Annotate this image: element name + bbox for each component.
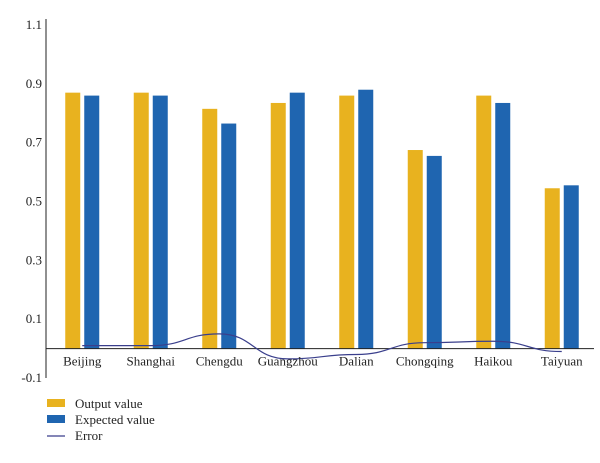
category-label: Taiyuan bbox=[541, 354, 583, 369]
legend-label: Error bbox=[75, 428, 103, 443]
category-labels: Beijing Shanghai Chengdu Guangzhou Dalian Cho… bbox=[63, 354, 583, 369]
output-value-bar-dalian bbox=[339, 95, 355, 349]
output-value-bar-shanghai bbox=[133, 92, 149, 349]
y-axis: 1.1 0.9 0.7 0.5 0.3 0.1 -0.1 bbox=[21, 17, 47, 385]
expected-value-bar-shanghai bbox=[152, 95, 168, 349]
category-label: Chengdu bbox=[196, 354, 243, 369]
bars bbox=[65, 89, 579, 349]
output-value-bar-taiyuan bbox=[544, 188, 560, 349]
output-value-bar-chengdu bbox=[202, 108, 218, 349]
expected-value-bar-haikou bbox=[495, 102, 511, 349]
y-tick-label: -0.1 bbox=[21, 370, 42, 385]
y-tick-label: 0.5 bbox=[26, 194, 42, 209]
y-tick-label: 0.9 bbox=[26, 76, 42, 91]
error-line bbox=[82, 333, 562, 360]
category-label: Haikou bbox=[474, 354, 513, 369]
legend-label: Expected value bbox=[75, 412, 155, 427]
legend-label: Output value bbox=[75, 396, 143, 411]
y-tick-label: 0.1 bbox=[26, 311, 42, 326]
category-label: Chongqing bbox=[396, 354, 454, 369]
expected-value-bar-chongqing bbox=[426, 155, 442, 349]
output-value-bar-guangzhou bbox=[270, 102, 286, 349]
output-value-bar-beijing bbox=[65, 92, 81, 349]
y-tick-label: 1.1 bbox=[26, 17, 42, 32]
error-line-layer bbox=[82, 333, 562, 360]
y-tick-label: 0.7 bbox=[26, 135, 43, 150]
category-label: Guangzhou bbox=[258, 354, 318, 369]
y-tick-label: 0.3 bbox=[26, 252, 42, 267]
category-label: Dalian bbox=[339, 354, 374, 369]
expected-value-bar-chengdu bbox=[221, 123, 237, 349]
category-label: Beijing bbox=[63, 354, 102, 369]
expected-value-bar-taiyuan bbox=[563, 185, 579, 349]
expected-value-bar-guangzhou bbox=[289, 92, 305, 349]
output-value-bar-haikou bbox=[476, 95, 492, 349]
expected-value-bar-beijing bbox=[84, 95, 100, 349]
legend-swatch bbox=[47, 415, 65, 423]
category-label: Shanghai bbox=[127, 354, 176, 369]
output-value-bar-chongqing bbox=[407, 150, 423, 349]
expected-value-bar-dalian bbox=[358, 89, 374, 349]
legend-swatch bbox=[47, 399, 65, 407]
